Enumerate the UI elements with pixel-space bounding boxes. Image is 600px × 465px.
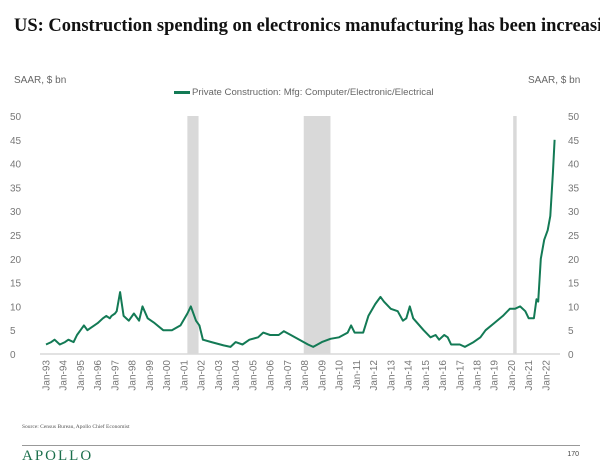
y-tick-label-left: 5 — [10, 326, 16, 337]
x-tick-label: Jan-12 — [369, 360, 380, 391]
x-tick-label: Jan-01 — [179, 360, 190, 391]
x-tick-label: Jan-09 — [317, 360, 328, 391]
legend: Private Construction: Mfg: Computer/Elec… — [174, 87, 434, 98]
y-tick-label-right: 5 — [568, 326, 574, 337]
x-tick-label: Jan-05 — [248, 360, 259, 391]
x-tick-label: Jan-17 — [455, 360, 466, 391]
x-tick-label: Jan-94 — [59, 360, 70, 391]
legend-label: Private Construction: Mfg: Computer/Elec… — [192, 87, 434, 98]
y-tick-label-right: 15 — [568, 279, 580, 290]
x-tick-label: Jan-97 — [110, 360, 121, 391]
source-note: Source: Census Bureau, Apollo Chief Econ… — [22, 424, 130, 430]
x-tick-label: Jan-20 — [507, 360, 518, 391]
y-tick-label-left: 50 — [10, 112, 22, 123]
x-tick-label: Jan-11 — [352, 360, 363, 390]
y-tick-label-left: 35 — [10, 183, 22, 194]
x-tick-label: Jan-00 — [162, 360, 173, 391]
x-tick-label: Jan-04 — [231, 360, 242, 391]
y-tick-label-right: 20 — [568, 255, 580, 266]
apollo-logo: APOLLO — [22, 448, 94, 464]
y-tick-label-left: 40 — [10, 160, 22, 171]
x-tick-label: Jan-98 — [128, 360, 139, 391]
x-tick-label: Jan-06 — [266, 360, 277, 391]
y-tick-label-left: 20 — [10, 255, 22, 266]
y-tick-label-right: 45 — [568, 136, 580, 147]
x-tick-label: Jan-18 — [473, 360, 484, 391]
y-tick-label-right: 35 — [568, 183, 580, 194]
y-tick-label-left: 30 — [10, 207, 22, 218]
x-tick-label: Jan-99 — [145, 360, 156, 391]
x-tick-label: Jan-13 — [386, 360, 397, 391]
x-tick-label: Jan-21 — [524, 360, 535, 391]
x-tick-label: Jan-08 — [300, 360, 311, 391]
x-tick-label: Jan-14 — [404, 360, 415, 391]
y-tick-label-right: 0 — [568, 350, 574, 361]
left-axis-unit: SAAR, $ bn — [14, 75, 67, 86]
y-tick-label-left: 45 — [10, 136, 22, 147]
y-tick-label-right: 10 — [568, 302, 580, 313]
recession-band — [187, 116, 199, 354]
x-tick-label: Jan-96 — [93, 360, 104, 391]
y-tick-label-right: 50 — [568, 112, 580, 123]
chart-title: US: Construction spending on electronics… — [14, 16, 600, 36]
x-tick-label: Jan-16 — [438, 360, 449, 391]
x-tick-label: Jan-07 — [283, 360, 294, 391]
x-tick-label: Jan-93 — [42, 360, 53, 391]
y-tick-label-left: 25 — [10, 231, 22, 242]
x-tick-label: Jan-15 — [421, 360, 432, 391]
recession-band — [513, 116, 517, 354]
y-tick-label-right: 40 — [568, 160, 580, 171]
x-tick-label: Jan-22 — [541, 360, 552, 391]
footer-divider — [22, 445, 580, 446]
x-tick-label: Jan-19 — [490, 360, 501, 391]
x-tick-label: Jan-02 — [197, 360, 208, 391]
y-tick-label-right: 25 — [568, 231, 580, 242]
y-tick-label-left: 10 — [10, 302, 22, 313]
y-tick-label-left: 0 — [10, 350, 16, 361]
y-tick-label-left: 15 — [10, 279, 22, 290]
legend-swatch — [174, 91, 190, 94]
x-tick-label: Jan-10 — [335, 360, 346, 391]
y-tick-label-right: 30 — [568, 207, 580, 218]
right-axis-unit: SAAR, $ bn — [528, 75, 581, 86]
page-number: 170 — [567, 451, 579, 458]
series-line — [45, 139, 556, 348]
x-tick-label: Jan-95 — [76, 360, 87, 391]
recession-band — [303, 116, 331, 354]
x-tick-label: Jan-03 — [214, 360, 225, 391]
